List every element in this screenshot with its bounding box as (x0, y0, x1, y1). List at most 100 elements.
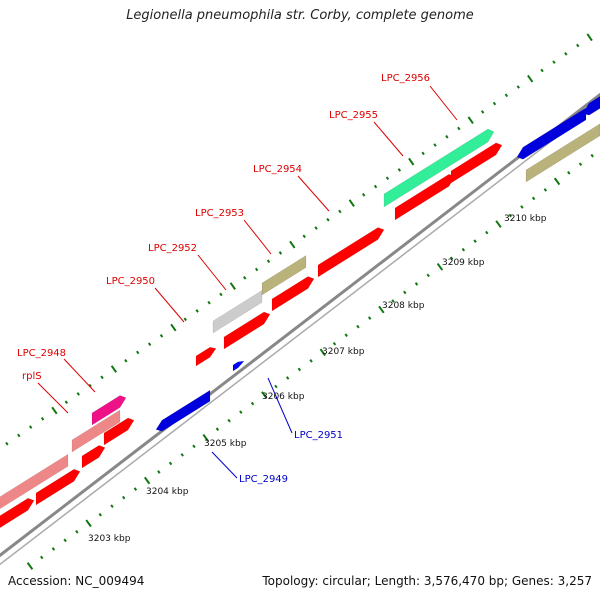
gene-cds-bar[interactable] (81, 445, 106, 469)
tick-mark (250, 401, 255, 406)
gene-label-lpc2951[interactable]: LPC_2951 (294, 430, 343, 441)
tick-mark (480, 110, 485, 114)
gene-lpc2948-bar[interactable] (91, 395, 127, 426)
gene-olive-right-bar[interactable] (525, 123, 600, 183)
gene-cds-bar[interactable] (103, 417, 135, 446)
tick-mark (445, 134, 449, 139)
gene-cds-bar[interactable] (0, 497, 35, 534)
tick-mark (297, 367, 302, 372)
tick-mark (564, 52, 568, 56)
gene-cds-bar[interactable] (450, 142, 503, 184)
tick-mark (202, 433, 209, 442)
tick-mark (98, 512, 102, 517)
tick-mark (170, 323, 177, 332)
tick-mark (133, 487, 138, 491)
tick-mark (527, 74, 534, 83)
label-leader-line (243, 219, 272, 255)
label-leader-line (267, 377, 293, 434)
tick-mark (578, 162, 583, 167)
tick-mark (314, 226, 318, 230)
tick-mark (227, 418, 231, 423)
tick-mark (85, 519, 92, 528)
gene-label-lpc2952[interactable]: LPC_2952 (148, 243, 197, 254)
tick-mark (243, 275, 247, 280)
tick-mark (516, 85, 520, 89)
backbone-line-outer (0, 92, 600, 558)
gene-blue-right-bar[interactable] (516, 107, 587, 160)
genome-summary-text: Topology: circular; Length: 3,576,470 bp… (262, 574, 592, 588)
tick-mark (219, 292, 223, 297)
gene-label-lpc2956[interactable]: LPC_2956 (381, 73, 430, 84)
tick-mark (157, 470, 161, 474)
gene-lpc2956-bar[interactable] (383, 128, 495, 208)
accession-text: Accession: NC_009494 (8, 574, 145, 588)
tick-mark (436, 262, 444, 271)
gene-lpc2950-bar[interactable] (195, 346, 217, 367)
tick-mark (552, 60, 556, 64)
tick-mark (319, 348, 326, 357)
tick-mark (378, 305, 385, 314)
gene-label-rplS[interactable]: rplS (22, 371, 42, 382)
gene-lpc2949-bar[interactable] (155, 389, 211, 432)
gene-lpc2954-bar[interactable] (317, 227, 385, 278)
tick-mark (75, 530, 79, 534)
gene-lpc2953-bar[interactable] (261, 255, 307, 296)
gene-label-lpc2953[interactable]: LPC_2953 (195, 208, 244, 219)
gene-label-lpc2950[interactable]: LPC_2950 (106, 276, 155, 287)
tick-mark (168, 461, 173, 466)
tick-mark (403, 290, 407, 295)
tick-mark (261, 391, 268, 399)
gene-label-lpc2954[interactable]: LPC_2954 (253, 164, 302, 175)
tick-mark (397, 168, 402, 172)
tick-mark (278, 251, 283, 255)
tick-mark (504, 93, 509, 98)
tick-mark (540, 68, 544, 73)
gene-cds-bar[interactable] (271, 276, 315, 312)
tick-mark (136, 350, 140, 355)
gene-cds-bar[interactable] (35, 468, 81, 506)
feature-track (0, 96, 600, 534)
gene-salmon-bar[interactable] (71, 409, 121, 453)
gene-rplS-bar[interactable] (0, 453, 69, 515)
label-leader-line (373, 121, 404, 157)
tick-mark (51, 406, 58, 415)
tick-mark (467, 116, 474, 125)
tick-mark (110, 504, 114, 508)
gene-lpc2951-bar[interactable] (232, 360, 245, 372)
tick-mark (289, 240, 296, 249)
tick-mark (414, 282, 419, 286)
label-leader-line (37, 382, 69, 414)
tick-mark (492, 101, 497, 106)
tick-label-3210: 3210 kbp (504, 214, 547, 224)
tick-mark (391, 299, 395, 303)
tick-mark (473, 239, 477, 243)
gene-label-lpc2949[interactable]: LPC_2949 (239, 474, 288, 485)
tick-mark (17, 433, 21, 438)
gene-label-lpc2948[interactable]: LPC_2948 (17, 348, 66, 359)
label-leader-line (211, 451, 238, 479)
gene-cds-bar[interactable] (223, 311, 271, 350)
tick-mark (192, 444, 196, 449)
tick-mark (195, 309, 199, 313)
tick-mark (254, 267, 259, 272)
tick-mark (5, 441, 9, 446)
tick-mark (326, 217, 330, 222)
tick-mark (457, 126, 461, 131)
gene-blue-edge-bar[interactable] (582, 96, 600, 116)
tick-mark (64, 400, 69, 405)
tick-mark (553, 177, 561, 186)
tick-mark (495, 220, 502, 228)
tick-mark (385, 176, 390, 181)
tick-mark (285, 376, 290, 380)
tick-label-3207: 3207 kbp (322, 347, 365, 357)
inner-tick-track (26, 153, 594, 570)
tick-mark (76, 392, 80, 396)
tick-mark (309, 359, 313, 363)
tick-label-3204: 3204 kbp (146, 487, 189, 497)
gene-lpc2952-bar[interactable] (212, 289, 263, 334)
tick-mark (100, 375, 104, 380)
tick-mark (215, 427, 220, 432)
tick-mark (408, 157, 415, 166)
gene-label-lpc2955[interactable]: LPC_2955 (329, 110, 378, 121)
